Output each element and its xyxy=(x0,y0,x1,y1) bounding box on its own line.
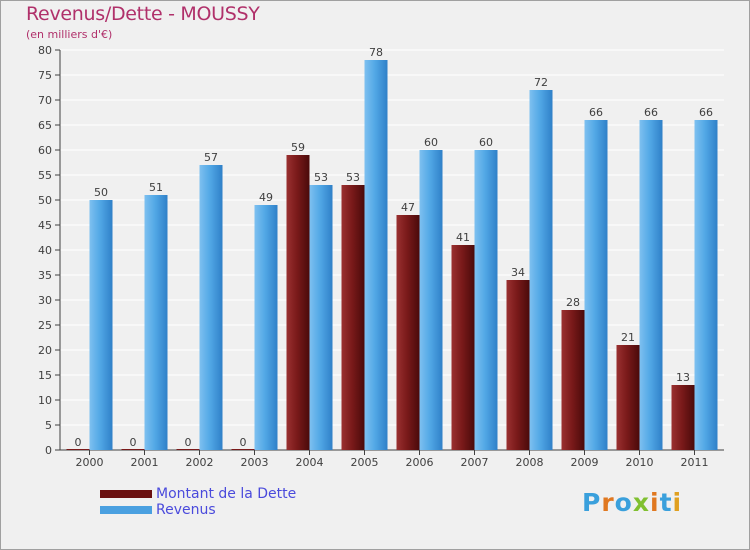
data-label-dette: 59 xyxy=(291,141,305,154)
logo-letter: x xyxy=(632,488,650,517)
x-tick-label: 2007 xyxy=(461,456,489,469)
data-label-revenus: 66 xyxy=(589,106,603,119)
bar-revenus xyxy=(529,90,553,450)
x-tick-label: 2002 xyxy=(186,456,214,469)
y-tick-label: 75 xyxy=(38,69,52,82)
data-label-revenus: 49 xyxy=(259,191,273,204)
bar-dette xyxy=(176,449,200,450)
x-tick-label: 2004 xyxy=(296,456,324,469)
y-tick-label: 80 xyxy=(38,44,52,57)
legend-label-dette: Montant de la Dette xyxy=(156,486,297,502)
x-tick-label: 2009 xyxy=(571,456,599,469)
data-label-revenus: 57 xyxy=(204,151,218,164)
data-label-revenus: 66 xyxy=(699,106,713,119)
bar-revenus xyxy=(584,120,608,450)
bar-revenus xyxy=(639,120,663,450)
y-tick-label: 30 xyxy=(38,294,52,307)
legend-label-revenus: Revenus xyxy=(156,502,216,518)
data-label-dette: 0 xyxy=(240,436,247,449)
y-tick-label: 60 xyxy=(38,144,52,157)
bar-dette xyxy=(341,185,365,450)
x-tick-label: 2005 xyxy=(351,456,379,469)
data-label-revenus: 78 xyxy=(369,46,383,59)
proxiti-logo: Proxiti xyxy=(582,488,682,517)
logo-letter: o xyxy=(614,488,633,517)
legend-swatch-dette xyxy=(100,490,152,498)
data-label-revenus: 60 xyxy=(479,136,493,149)
data-label-dette: 28 xyxy=(566,296,580,309)
data-label-dette: 41 xyxy=(456,231,470,244)
logo-letter: P xyxy=(582,488,602,517)
x-tick-label: 2008 xyxy=(516,456,544,469)
chart-subtitle: (en milliers d'€) xyxy=(26,28,113,41)
data-label-revenus: 60 xyxy=(424,136,438,149)
data-label-dette: 0 xyxy=(75,436,82,449)
bar-dette xyxy=(616,345,640,450)
bar-dette xyxy=(561,310,585,450)
bar-dette xyxy=(396,215,420,450)
chart-title: Revenus/Dette - MOUSSY xyxy=(26,3,260,25)
data-label-revenus: 66 xyxy=(644,106,658,119)
bar-dette xyxy=(231,449,255,450)
bar-dette xyxy=(506,280,530,450)
y-tick-label: 45 xyxy=(38,219,52,232)
data-label-dette: 53 xyxy=(346,171,360,184)
data-label-dette: 0 xyxy=(185,436,192,449)
data-label-dette: 13 xyxy=(676,371,690,384)
bar-revenus xyxy=(309,185,333,450)
data-label-revenus: 53 xyxy=(314,171,328,184)
y-tick-label: 50 xyxy=(38,194,52,207)
y-tick-label: 55 xyxy=(38,169,52,182)
data-label-revenus: 72 xyxy=(534,76,548,89)
logo-letter: t xyxy=(659,488,673,517)
data-label-revenus: 50 xyxy=(94,186,108,199)
logo-letter: r xyxy=(601,488,615,517)
x-tick-label: 2000 xyxy=(76,456,104,469)
x-tick-label: 2011 xyxy=(681,456,709,469)
x-tick-label: 2003 xyxy=(241,456,269,469)
x-tick-label: 2006 xyxy=(406,456,434,469)
data-label-revenus: 51 xyxy=(149,181,163,194)
data-label-dette: 21 xyxy=(621,331,635,344)
bar-dette xyxy=(451,245,475,450)
legend-swatch-revenus xyxy=(100,506,152,514)
y-tick-label: 65 xyxy=(38,119,52,132)
y-tick-label: 5 xyxy=(45,419,52,432)
y-tick-label: 70 xyxy=(38,94,52,107)
y-tick-label: 25 xyxy=(38,319,52,332)
bar-dette xyxy=(286,155,310,450)
bar-dette xyxy=(121,449,145,450)
x-tick-label: 2010 xyxy=(626,456,654,469)
bar-revenus xyxy=(144,195,168,450)
bar-revenus xyxy=(694,120,718,450)
bar-revenus xyxy=(364,60,388,450)
x-tick-label: 2001 xyxy=(131,456,159,469)
logo-letter: i xyxy=(672,488,683,517)
y-tick-label: 15 xyxy=(38,369,52,382)
bar-dette xyxy=(671,385,695,450)
data-label-dette: 0 xyxy=(130,436,137,449)
logo-letter: i xyxy=(650,488,660,517)
bar-revenus xyxy=(474,150,498,450)
data-label-dette: 34 xyxy=(511,266,525,279)
bar-revenus xyxy=(199,165,223,450)
bar-revenus xyxy=(419,150,443,450)
bar-revenus xyxy=(89,200,113,450)
y-tick-label: 0 xyxy=(45,444,52,457)
y-tick-label: 20 xyxy=(38,344,52,357)
y-tick-label: 10 xyxy=(38,394,52,407)
y-tick-label: 40 xyxy=(38,244,52,257)
data-label-dette: 47 xyxy=(401,201,415,214)
y-tick-label: 35 xyxy=(38,269,52,282)
bar-dette xyxy=(66,449,90,450)
bar-revenus xyxy=(254,205,278,450)
